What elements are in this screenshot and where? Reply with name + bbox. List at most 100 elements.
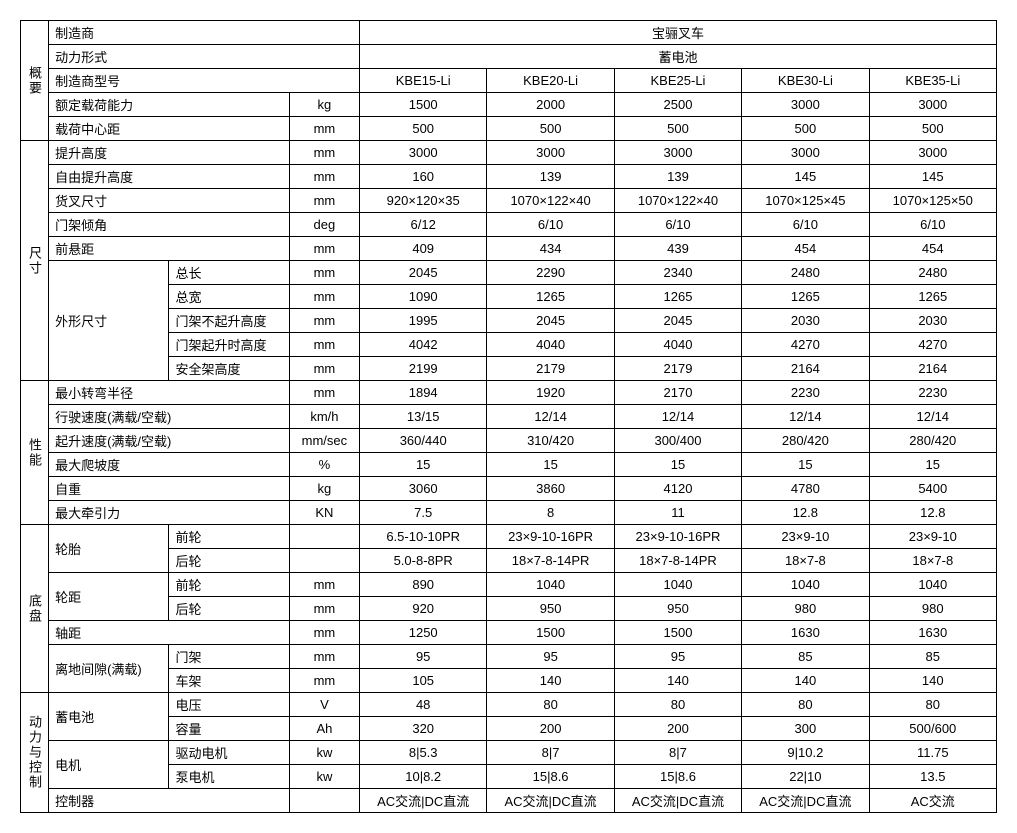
cell-unit: mm (289, 333, 359, 357)
row-22: 轴距 mm 12501500150016301630 (21, 621, 997, 645)
cell-unit (289, 525, 359, 549)
cell-unit: kg (289, 477, 359, 501)
cell-sublabel: 泵电机 (169, 765, 289, 789)
cell-unit: mm (289, 597, 359, 621)
cell-unit: mm (289, 309, 359, 333)
cell-label: 控制器 (49, 789, 290, 813)
cell-sublabel: 驱动电机 (169, 741, 289, 765)
cell-unit: kg (289, 93, 359, 117)
manufacturer-label: 制造商 (49, 21, 360, 45)
row-16: 自重 kg 30603860412047805400 (21, 477, 997, 501)
cell-unit: mm (289, 237, 359, 261)
row-18: 底盘 轮胎 前轮 6.5-10-10PR23×9-10-16PR23×9-10-… (21, 525, 997, 549)
section-dimensions: 尺寸 (21, 141, 49, 381)
cell-sublabel: 安全架高度 (169, 357, 289, 381)
model-0: KBE15-Li (360, 69, 487, 93)
row-0: 额定载荷能力 kg 1500 2000 2500 3000 3000 (21, 93, 997, 117)
cell-unit: Ah (289, 717, 359, 741)
row-1: 载荷中心距 mm 500 500 500 500 500 (21, 117, 997, 141)
cell-label: 前悬距 (49, 237, 290, 261)
cell-unit: mm (289, 141, 359, 165)
cell-sublabel: 后轮 (169, 549, 289, 573)
manufacturer-value: 宝骊叉车 (360, 21, 997, 45)
row-27: 电机 驱动电机 kw 8|5.38|78|79|10.211.75 (21, 741, 997, 765)
row-15: 最大爬坡度 % 1515151515 (21, 453, 997, 477)
model-label: 制造商型号 (49, 69, 360, 93)
cell-sublabel: 前轮 (169, 525, 289, 549)
cell-sublabel: 门架不起升高度 (169, 309, 289, 333)
cell-unit (289, 789, 359, 813)
cell-val: 500 (869, 117, 996, 141)
cell-label: 轴距 (49, 621, 290, 645)
cell-unit (289, 549, 359, 573)
row-6: 前悬距 mm 409434439454454 (21, 237, 997, 261)
cell-unit: % (289, 453, 359, 477)
cell-unit: V (289, 693, 359, 717)
cell-val: 500 (360, 117, 487, 141)
cell-label: 自由提升高度 (49, 165, 290, 189)
cell-label: 轮距 (49, 573, 169, 621)
cell-unit: mm (289, 357, 359, 381)
cell-label: 最大牵引力 (49, 501, 290, 525)
cell-label: 外形尺寸 (49, 261, 169, 381)
cell-unit: mm (289, 165, 359, 189)
row-4: 货叉尺寸 mm 920×120×351070×122×401070×122×40… (21, 189, 997, 213)
cell-label: 电机 (49, 741, 169, 789)
row-17: 最大牵引力 KN 7.581112.812.8 (21, 501, 997, 525)
spec-table: 概要 制造商 宝骊叉车 动力形式 蓄电池 制造商型号 KBE15-Li KBE2… (20, 20, 997, 813)
cell-label: 额定载荷能力 (49, 93, 290, 117)
section-overview: 概要 (21, 21, 49, 141)
cell-val: 3000 (742, 93, 869, 117)
cell-unit: mm (289, 621, 359, 645)
section-chassis: 底盘 (21, 525, 49, 693)
cell-sublabel: 门架 (169, 645, 289, 669)
row-3: 自由提升高度 mm 160139139145145 (21, 165, 997, 189)
cell-sublabel: 总长 (169, 261, 289, 285)
cell-unit: kw (289, 765, 359, 789)
cell-label: 自重 (49, 477, 290, 501)
cell-label: 起升速度(满载/空载) (49, 429, 290, 453)
power-type-value: 蓄电池 (360, 45, 997, 69)
cell-sublabel: 总宽 (169, 285, 289, 309)
cell-unit: mm (289, 381, 359, 405)
cell-label: 最小转弯半径 (49, 381, 290, 405)
cell-val: 2500 (614, 93, 741, 117)
cell-val: 2000 (487, 93, 614, 117)
cell-unit: deg (289, 213, 359, 237)
model-4: KBE35-Li (869, 69, 996, 93)
cell-label: 货叉尺寸 (49, 189, 290, 213)
section-performance: 性能 (21, 381, 49, 525)
row-7: 外形尺寸 总长 mm 20452290234024802480 (21, 261, 997, 285)
cell-val: 500 (487, 117, 614, 141)
row-20: 轮距 前轮 mm 8901040104010401040 (21, 573, 997, 597)
row-2: 尺寸 提升高度 mm 30003000300030003000 (21, 141, 997, 165)
cell-unit: km/h (289, 405, 359, 429)
model-3: KBE30-Li (742, 69, 869, 93)
row-29: 控制器 AC交流|DC直流AC交流|DC直流AC交流|DC直流AC交流|DC直流… (21, 789, 997, 813)
cell-label: 载荷中心距 (49, 117, 290, 141)
row-manufacturer: 概要 制造商 宝骊叉车 (21, 21, 997, 45)
cell-unit: kw (289, 741, 359, 765)
cell-label: 行驶速度(满载/空载) (49, 405, 290, 429)
cell-sublabel: 车架 (169, 669, 289, 693)
cell-label: 蓄电池 (49, 693, 169, 741)
cell-sublabel: 后轮 (169, 597, 289, 621)
row-25: 动力与控制 蓄电池 电压 V 4880808080 (21, 693, 997, 717)
row-23: 离地间隙(满载) 门架 mm 9595958585 (21, 645, 997, 669)
cell-unit: mm (289, 189, 359, 213)
table-body: 概要 制造商 宝骊叉车 动力形式 蓄电池 制造商型号 KBE15-Li KBE2… (21, 21, 997, 813)
row-12: 性能 最小转弯半径 mm 18941920217022302230 (21, 381, 997, 405)
cell-sublabel: 前轮 (169, 573, 289, 597)
cell-label: 提升高度 (49, 141, 290, 165)
row-14: 起升速度(满载/空载) mm/sec 360/440310/420300/400… (21, 429, 997, 453)
cell-val: 3000 (869, 93, 996, 117)
cell-unit: mm (289, 573, 359, 597)
cell-sublabel: 容量 (169, 717, 289, 741)
cell-unit: mm (289, 117, 359, 141)
cell-sublabel: 电压 (169, 693, 289, 717)
cell-val: 500 (614, 117, 741, 141)
cell-val: 500 (742, 117, 869, 141)
row-power-type: 动力形式 蓄电池 (21, 45, 997, 69)
row-13: 行驶速度(满载/空载) km/h 13/1512/1412/1412/1412/… (21, 405, 997, 429)
cell-unit: KN (289, 501, 359, 525)
